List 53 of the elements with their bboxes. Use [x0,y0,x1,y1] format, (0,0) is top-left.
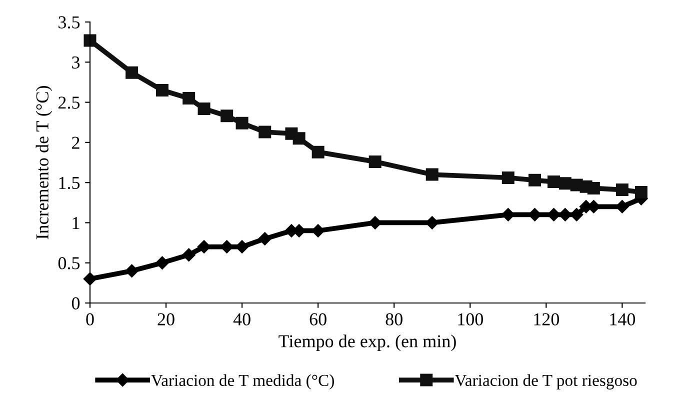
point [616,184,628,196]
point [125,264,138,278]
point [587,182,600,194]
point [528,208,542,222]
legend-label: Variacion de T medida (°C) [151,374,334,390]
point [558,208,572,222]
point [220,110,234,122]
point [198,102,210,115]
point [182,248,196,262]
x-tick-label: 100 [458,313,483,326]
y-tick-label: 3 [72,56,80,69]
point [126,66,138,79]
point [292,132,306,145]
point [156,84,168,96]
point [220,240,234,254]
x-tick-label: 0 [86,313,94,326]
x-axis-title: Tiempo de exp. (en min) [278,334,456,352]
point [236,116,248,130]
point [426,216,439,230]
x-tick-label: 20 [158,313,174,326]
y-tick-label: 1 [72,217,80,229]
point [548,176,560,188]
x-tick-label: 40 [233,313,250,326]
point [258,232,272,246]
y-tick-label: 2 [72,136,80,149]
point [426,168,438,181]
point [258,126,272,138]
legend-label: Variacion de T pot riesgoso [454,374,637,390]
point [156,256,169,270]
x-tick-label: 80 [386,313,402,326]
x-tick-label: 140 [610,313,636,326]
point [368,155,382,168]
point [558,177,572,190]
y-tick-label: 3.5 [58,16,80,29]
x-tick-label: 60 [310,313,326,326]
y-tick-label: 0.5 [58,257,80,270]
point [634,186,648,198]
y-tick-label: 0 [72,297,80,310]
point [197,240,211,254]
point [368,216,382,230]
point [502,208,515,222]
point [570,208,584,222]
point [182,92,196,105]
y-axis-title: Incremento de T (°C) [36,86,52,240]
point [84,34,96,47]
point [616,200,629,214]
point [312,146,324,158]
y-tick-label: 2.5 [58,96,80,109]
point [502,172,514,184]
point [528,174,542,186]
point [547,208,560,222]
y-tick-label: 1.5 [59,176,80,190]
x-tick-label: 120 [534,313,560,326]
